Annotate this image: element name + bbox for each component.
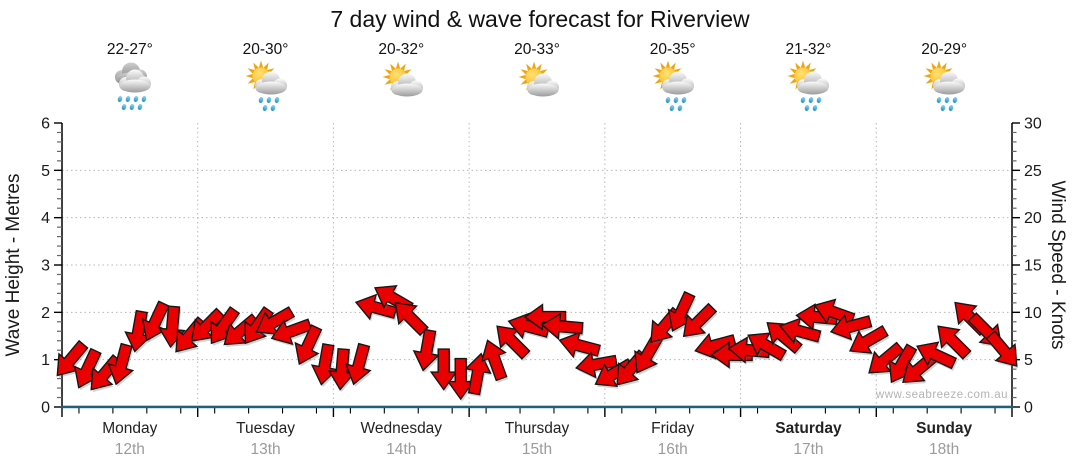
wind-arrow [294, 324, 323, 366]
sun-cloud-icon [507, 58, 571, 116]
wind-arrow [868, 341, 905, 374]
wind-arrow [937, 325, 972, 360]
rain-icon [100, 58, 164, 116]
day-label: Saturday [775, 420, 842, 437]
wind-arrow [634, 333, 664, 374]
right-tick-label: 15 [1024, 258, 1042, 275]
wind-arrow [747, 332, 788, 362]
wind-arrow [429, 348, 458, 391]
day-label: Tuesday [236, 420, 295, 437]
wind-arrow [270, 318, 313, 346]
wind-arrow [412, 328, 440, 372]
date-label: 12th [114, 441, 145, 458]
wind-arrow [107, 342, 135, 386]
wind-arrow [496, 325, 531, 360]
right-tick-label: 0 [1024, 400, 1033, 417]
left-tick-label: 0 [41, 400, 50, 417]
sun-cloud-rain-icon [914, 58, 978, 116]
wind-arrow [766, 322, 803, 355]
wind-arrow [190, 307, 226, 342]
day-temperature: 21-32° [785, 41, 832, 58]
left-tick-label: 4 [41, 210, 50, 227]
right-tick-label: 5 [1024, 352, 1033, 369]
wind-arrow [594, 358, 635, 388]
wind-arrow [354, 293, 398, 321]
day-temperature: 20-30° [242, 41, 289, 58]
sun-cloud-rain-icon [778, 58, 842, 116]
right-tick-label: 25 [1024, 163, 1042, 180]
wind-arrow [327, 347, 356, 391]
wind-arrow [540, 312, 584, 341]
wind-arrow [344, 342, 372, 386]
right-tick-label: 10 [1024, 305, 1042, 322]
date-label: 16th [657, 441, 688, 458]
left-tick-label: 2 [41, 305, 50, 322]
wind-arrow [446, 357, 475, 401]
wind-arrow [394, 301, 429, 337]
right-axis-label: Wind Speed - Knots [1047, 180, 1068, 350]
wind-arrow [56, 339, 89, 377]
day-temperature: 22-27° [106, 41, 153, 58]
chart-title: 7 day wind & wave forecast for Riverview [330, 6, 750, 32]
wind-arrow [223, 313, 260, 346]
wind-arrow [480, 339, 508, 382]
sun-cloud-rain-icon [643, 58, 707, 116]
day-label: Friday [651, 420, 695, 437]
sun-cloud-rain-icon [236, 58, 300, 116]
day-label: Wednesday [360, 420, 443, 437]
wind-arrow [575, 351, 618, 379]
wind-arrow [682, 302, 718, 338]
wind-arrow [849, 324, 889, 354]
date-label: 13th [250, 441, 281, 458]
wave-height-line [61, 405, 1013, 409]
day-temperature: 20-32° [378, 41, 425, 58]
right-tick-label: 30 [1024, 116, 1042, 133]
date-label: 14th [386, 441, 417, 458]
wind-arrow [916, 341, 958, 370]
day-temperature: 20-29° [921, 41, 968, 58]
wind-arrow [558, 331, 601, 359]
day-label: Monday [102, 420, 158, 437]
wind-arrow [255, 306, 296, 335]
right-tick-label: 20 [1024, 210, 1042, 227]
day-label: Thursday [504, 420, 570, 437]
wind-arrows-layer [56, 284, 1019, 402]
wind-arrow [778, 317, 822, 345]
day-label: Sunday [916, 420, 973, 437]
left-tick-label: 5 [41, 163, 50, 180]
date-label: 17th [793, 441, 824, 458]
day-temperature: 20-35° [649, 41, 696, 58]
wind-arrow [464, 352, 492, 396]
left-axis-label: Wave Height - Metres [3, 173, 24, 357]
wind-arrow [829, 313, 873, 341]
left-tick-label: 1 [41, 352, 50, 369]
watermark: www.seabreeze.com.au [875, 389, 1008, 401]
wind-arrow [90, 354, 123, 391]
date-label: 18th [929, 441, 960, 458]
day-temperature: 20-33° [514, 41, 560, 58]
left-tick-label: 3 [41, 258, 50, 275]
wind-arrow [985, 330, 1018, 367]
sun-cloud-icon [371, 58, 435, 116]
left-tick-label: 6 [41, 116, 50, 133]
date-label: 15th [521, 441, 553, 458]
